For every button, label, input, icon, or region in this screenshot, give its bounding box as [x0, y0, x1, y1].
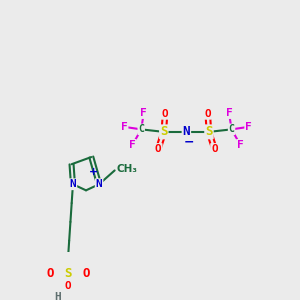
Text: F: F [121, 122, 128, 132]
Text: O: O [46, 267, 54, 280]
Text: F: F [245, 122, 252, 132]
Text: O: O [155, 144, 162, 154]
Text: CH₃: CH₃ [117, 164, 138, 174]
Text: O: O [64, 281, 71, 291]
Text: S: S [160, 125, 168, 138]
Text: O: O [162, 109, 168, 119]
Text: C: C [138, 124, 144, 134]
Text: S: S [64, 267, 72, 280]
Text: F: F [129, 140, 136, 150]
Text: F: F [226, 108, 232, 118]
Text: O: O [211, 144, 218, 154]
Text: C: C [229, 124, 235, 134]
Text: F: F [237, 140, 244, 150]
Text: −: − [184, 135, 194, 148]
Text: H: H [55, 292, 61, 300]
Text: O: O [82, 267, 90, 280]
Text: F: F [140, 108, 147, 118]
Text: N: N [96, 179, 103, 189]
Text: S: S [205, 125, 213, 138]
Text: O: O [204, 109, 211, 119]
Text: +: + [89, 167, 98, 177]
Text: N: N [70, 179, 76, 189]
Text: N: N [183, 125, 190, 138]
